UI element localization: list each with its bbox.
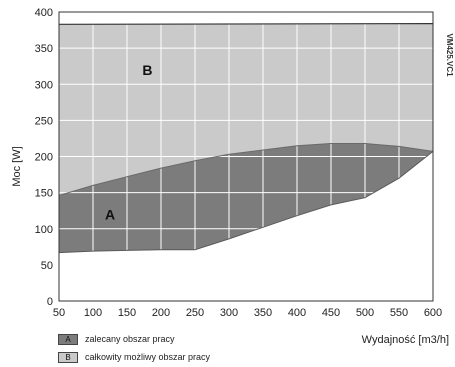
x-tick-label: 50 bbox=[53, 307, 65, 319]
x-tick-label: 250 bbox=[186, 307, 204, 319]
a-lower-boundary bbox=[58, 151, 434, 254]
plot-frame bbox=[58, 11, 434, 302]
x-tick-label: 300 bbox=[220, 307, 238, 319]
side-code-label: VM425.VC1 bbox=[445, 33, 454, 77]
y-tick-label: 150 bbox=[35, 188, 53, 200]
x-tick-label: 400 bbox=[288, 307, 306, 319]
b-upper-boundary bbox=[58, 23, 434, 25]
y-axis-title: Moc [W] bbox=[11, 146, 23, 186]
x-tick-label: 450 bbox=[322, 307, 340, 319]
legend-swatch-b: B bbox=[58, 351, 78, 363]
x-tick-label: 150 bbox=[118, 307, 136, 319]
x-tick-label: 550 bbox=[390, 307, 408, 319]
x-axis-title: Wydajność [m3/h] bbox=[362, 334, 449, 346]
x-tick-label: 100 bbox=[84, 307, 102, 319]
region-label-b: B bbox=[142, 62, 152, 78]
x-tick-label: 200 bbox=[152, 307, 170, 319]
y-tick-label: 400 bbox=[35, 7, 53, 19]
x-tick-label: 600 bbox=[424, 307, 442, 319]
region-label-a: A bbox=[105, 206, 115, 222]
y-tick-label: 200 bbox=[35, 152, 53, 164]
y-tick-label: 350 bbox=[35, 43, 53, 55]
legend-item-a: A zalecany obszar pracy bbox=[58, 331, 175, 347]
legend-label-a: zalecany obszar pracy bbox=[85, 334, 175, 344]
y-tick-label: 50 bbox=[41, 260, 53, 272]
legend-swatch-a: A bbox=[58, 333, 78, 345]
legend-label-b: całkowity możliwy obszar pracy bbox=[85, 352, 211, 362]
y-tick-label: 250 bbox=[35, 115, 53, 127]
y-tick-label: 0 bbox=[47, 296, 53, 308]
area-region-a bbox=[59, 143, 433, 253]
area-region-b bbox=[59, 23, 433, 196]
a-upper-boundary bbox=[58, 143, 434, 196]
x-tick-label: 350 bbox=[254, 307, 272, 319]
y-tick-label: 100 bbox=[35, 224, 53, 236]
y-tick-label: 300 bbox=[35, 79, 53, 91]
legend-item-b: B całkowity możliwy obszar pracy bbox=[58, 349, 210, 365]
x-tick-label: 500 bbox=[356, 307, 374, 319]
